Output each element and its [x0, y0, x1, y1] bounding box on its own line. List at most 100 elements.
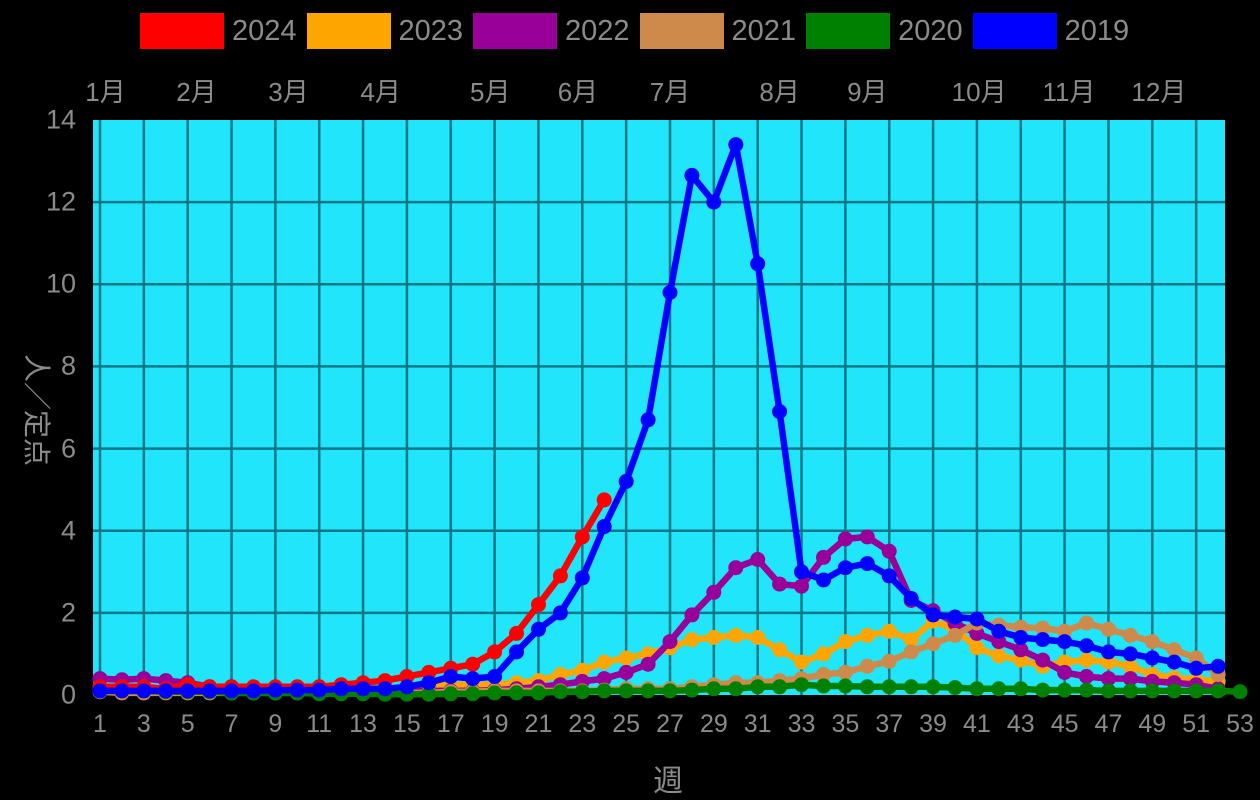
y-tick-label: 14: [45, 104, 76, 135]
data-point-2021: [903, 644, 919, 660]
month-label: 1月: [85, 77, 126, 107]
week-tick-label: 21: [524, 710, 553, 738]
data-point-2019: [1101, 644, 1116, 660]
data-point-2019: [224, 683, 239, 699]
data-point-2019: [267, 682, 283, 698]
data-point-2019: [92, 683, 108, 699]
legend-label: 2019: [1064, 15, 1130, 47]
week-tick-label: 11: [306, 710, 333, 738]
month-label: 6月: [557, 77, 599, 107]
chart-canvas: [92, 120, 1248, 702]
data-point-2019: [728, 137, 744, 153]
data-point-2019: [1013, 630, 1029, 645]
data-point-2023: [1057, 654, 1073, 670]
week-tick-label: 25: [612, 710, 641, 738]
week-tick-label: 15: [393, 710, 421, 738]
data-point-2019: [881, 568, 897, 584]
data-point-2019: [114, 683, 130, 699]
data-point-2024: [531, 597, 546, 613]
data-point-2020: [552, 684, 568, 700]
y-tick-label: 6: [60, 433, 76, 464]
data-point-2021: [1079, 615, 1094, 631]
data-point-2019: [684, 167, 700, 183]
data-point-2024: [574, 529, 590, 545]
data-point-2019: [465, 671, 481, 687]
week-tick-label: 51: [1182, 710, 1211, 738]
data-point-2019: [421, 675, 437, 691]
data-point-2020: [1079, 682, 1094, 698]
data-point-2022: [662, 634, 678, 650]
month-label: 11月: [1042, 77, 1096, 107]
data-point-2024: [465, 656, 481, 672]
data-point-2019: [837, 560, 853, 576]
legend-item-2024: 2024: [140, 13, 297, 49]
week-tick-label: 39: [919, 710, 947, 738]
data-point-2023: [596, 654, 612, 670]
data-point-2020: [1144, 683, 1160, 699]
data-point-2020: [816, 678, 831, 694]
legend-item-2022: 2022: [473, 13, 630, 49]
series-line-2019: [96, 141, 1222, 695]
legend-swatch-2022: [473, 13, 558, 49]
data-point-2019: [947, 609, 963, 625]
legend-item-2021: 2021: [639, 13, 796, 49]
data-point-2022: [750, 552, 766, 567]
data-point-2022: [1122, 671, 1138, 687]
data-point-2019: [289, 682, 305, 698]
data-point-2021: [1166, 642, 1182, 658]
plot-area: [93, 120, 1225, 695]
data-point-2019: [1166, 654, 1182, 670]
data-point-2021: [881, 653, 897, 669]
data-point-2019: [794, 564, 809, 580]
week-tick-label: 49: [1138, 710, 1167, 738]
data-point-2022: [991, 634, 1007, 650]
data-point-2020: [618, 683, 634, 699]
data-point-2019: [969, 611, 985, 627]
data-point-2019: [1188, 660, 1204, 676]
month-label: 4月: [360, 77, 401, 107]
data-point-2022: [837, 531, 853, 547]
data-point-2022: [1079, 669, 1094, 684]
week-tick-label: 45: [1050, 710, 1079, 738]
week-tick-label: 3: [136, 710, 151, 738]
week-tick-label: 23: [568, 710, 597, 738]
data-point-2023: [574, 662, 590, 678]
data-point-2022: [640, 656, 656, 672]
data-point-2020: [1057, 682, 1073, 698]
data-point-2021: [1101, 621, 1116, 637]
legend-label: 2023: [398, 15, 464, 47]
data-point-2019: [816, 572, 831, 588]
data-point-2023: [772, 642, 788, 658]
data-point-2019: [377, 681, 393, 697]
data-point-2019: [136, 683, 152, 699]
data-point-2023: [794, 654, 809, 670]
data-point-2023: [969, 640, 985, 656]
data-point-2019: [1079, 638, 1094, 654]
legend-swatch-2023: [306, 13, 391, 49]
data-point-2019: [750, 256, 766, 272]
y-tick-label: 4: [60, 515, 76, 546]
data-point-2021: [1144, 634, 1160, 650]
data-point-2024: [399, 669, 415, 684]
data-point-2019: [1122, 646, 1138, 662]
data-point-2019: [662, 285, 678, 300]
month-label: 3月: [268, 77, 309, 107]
data-point-2021: [1188, 650, 1204, 666]
data-point-2023: [750, 630, 766, 645]
data-point-2020: [509, 685, 524, 701]
data-point-2023: [881, 623, 897, 639]
data-point-2022: [684, 607, 700, 623]
data-point-2020: [662, 683, 678, 699]
data-point-2020: [531, 685, 546, 701]
data-point-2020: [837, 678, 853, 694]
data-point-2022: [794, 578, 809, 594]
data-point-2024: [487, 644, 503, 660]
data-point-2019: [158, 683, 174, 699]
data-point-2022: [816, 549, 831, 565]
week-tick-label: 37: [875, 710, 904, 738]
data-point-2020: [684, 682, 700, 698]
data-point-2019: [487, 669, 503, 684]
data-point-2021: [925, 636, 941, 652]
data-point-2020: [925, 679, 941, 695]
